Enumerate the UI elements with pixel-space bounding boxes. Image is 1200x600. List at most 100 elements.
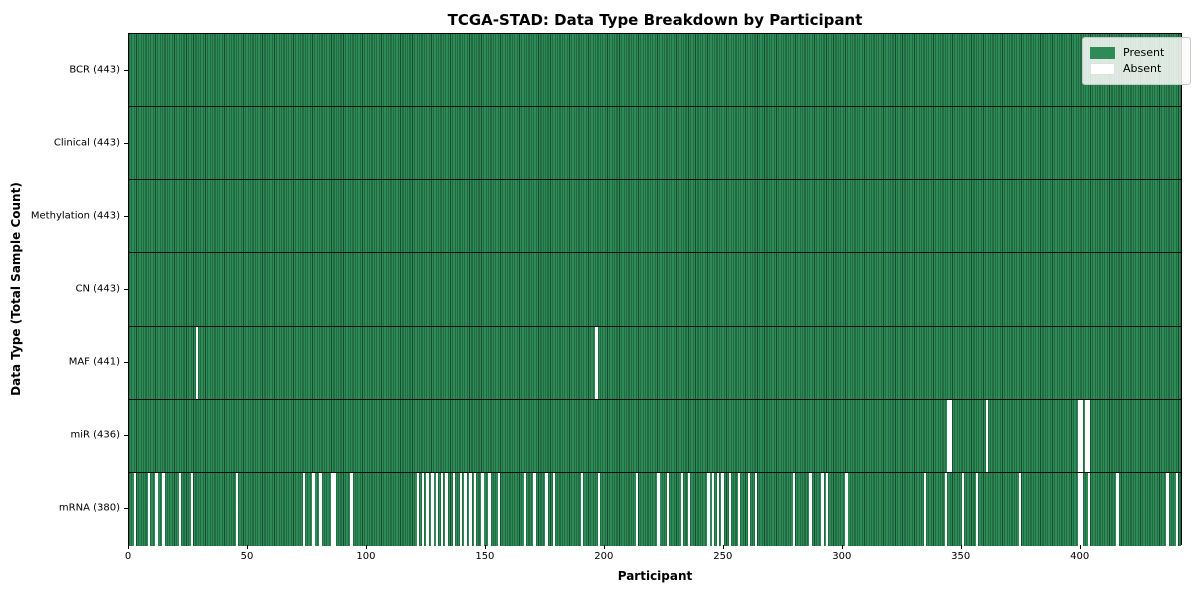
absent-stripe (666, 472, 670, 546)
legend-swatch-present (1090, 46, 1115, 59)
absent-stripe (178, 472, 182, 546)
absent-stripe (302, 472, 306, 546)
legend-swatch-absent (1090, 62, 1115, 75)
legend-entry-absent: Absent (1090, 62, 1183, 75)
y-tick-label-mir: miR (436) (70, 429, 120, 441)
absent-stripe (452, 472, 455, 546)
x-tick-label: 350 (951, 551, 971, 562)
x-tick-mark (128, 545, 129, 549)
absent-stripe (533, 472, 536, 546)
absent-stripe (1116, 472, 1119, 546)
absent-stripe (1018, 472, 1022, 546)
x-tick-label: 400 (1070, 551, 1090, 562)
absent-stripe (464, 472, 467, 546)
absent-stripe (728, 472, 731, 546)
absent-stripe (985, 399, 988, 472)
absent-stripe (581, 472, 584, 546)
chart-title: TCGA-STAD: Data Type Breakdown by Partic… (447, 11, 863, 29)
x-tick-label: 250 (713, 551, 733, 562)
y-tick-mark (124, 215, 128, 217)
heatmap-row-maf (129, 326, 1181, 400)
absent-stripe (331, 472, 334, 546)
absent-stripe (431, 472, 434, 546)
absent-stripe (754, 472, 758, 546)
legend-label: Present (1123, 46, 1165, 59)
y-tick-mark (124, 142, 128, 144)
absent-stripe (809, 472, 812, 546)
heatmap-row-methylation (129, 180, 1181, 254)
absent-stripe (416, 472, 420, 546)
absent-stripe (426, 472, 429, 546)
absent-stripe (481, 472, 484, 546)
absent-stripe (680, 472, 684, 546)
absent-stripe (445, 472, 448, 546)
legend: Present Absent (1082, 37, 1191, 85)
absent-stripe (738, 472, 741, 546)
absent-stripe (826, 472, 829, 546)
x-tick-mark (841, 545, 843, 549)
x-tick-mark (484, 545, 486, 549)
absent-stripe (688, 472, 691, 546)
absent-stripe (190, 472, 194, 546)
absent-stripe (747, 472, 750, 546)
absent-stripe (473, 472, 477, 546)
y-tick-mark (124, 289, 128, 290)
x-tick-mark (365, 545, 367, 549)
absent-stripe (552, 472, 555, 546)
absent-stripe (1078, 399, 1081, 472)
y-tick-label-maf: MAF (441) (68, 356, 120, 368)
absent-stripe (635, 472, 639, 546)
absent-stripe (236, 472, 239, 546)
absent-stripe (350, 472, 353, 546)
absent-stripe (721, 472, 724, 546)
y-tick-label-bcr: BCR (443) (69, 64, 120, 76)
absent-stripe (312, 472, 315, 546)
absent-stripe (523, 472, 527, 546)
absent-stripe (488, 472, 491, 546)
y-tick-mark (124, 508, 128, 510)
absent-stripe (1080, 399, 1084, 472)
absent-stripe (947, 399, 950, 472)
absent-stripe (1078, 472, 1081, 546)
absent-stripe (545, 472, 548, 546)
x-tick-mark (246, 545, 248, 549)
absent-stripe (1175, 472, 1179, 546)
x-tick-mark (1079, 545, 1081, 549)
absent-stripe (716, 472, 720, 546)
absent-stripe (595, 326, 598, 399)
y-tick-mark (124, 362, 128, 364)
absent-stripe (421, 472, 425, 546)
absent-stripe (459, 472, 463, 546)
absent-stripe (821, 472, 824, 546)
absent-stripe (333, 472, 336, 546)
absent-stripe (845, 472, 848, 546)
heatmap-row-mir (129, 399, 1181, 473)
absent-stripe (133, 472, 137, 546)
absent-stripe (1087, 399, 1091, 472)
heatmap-row-bcr (129, 34, 1181, 108)
absent-stripe (949, 399, 953, 472)
absent-stripe (597, 472, 601, 546)
absent-stripe (657, 472, 660, 546)
heatmap-row-clinical (129, 107, 1181, 181)
absent-stripe (711, 472, 715, 546)
absent-stripe (469, 472, 472, 546)
absent-stripe (792, 472, 796, 546)
heatmap-row-mrna (129, 472, 1181, 546)
x-tick-mark (960, 545, 962, 549)
legend-entry-present: Present (1090, 46, 1183, 59)
x-axis-label: Participant (617, 569, 693, 583)
absent-stripe (497, 472, 501, 546)
y-tick-label-clinical: Clinical (443) (53, 137, 120, 149)
y-tick-label-methylation: Methylation (443) (30, 210, 120, 222)
absent-stripe (195, 326, 198, 399)
y-tick-mark (124, 69, 128, 71)
x-tick-label: 50 (240, 551, 254, 562)
heatmap-plot-area (128, 33, 1182, 546)
x-tick-label: 100 (356, 551, 376, 562)
absent-stripe (1087, 472, 1091, 546)
absent-stripe (435, 472, 439, 546)
absent-stripe (707, 472, 710, 546)
absent-stripe (155, 472, 158, 546)
